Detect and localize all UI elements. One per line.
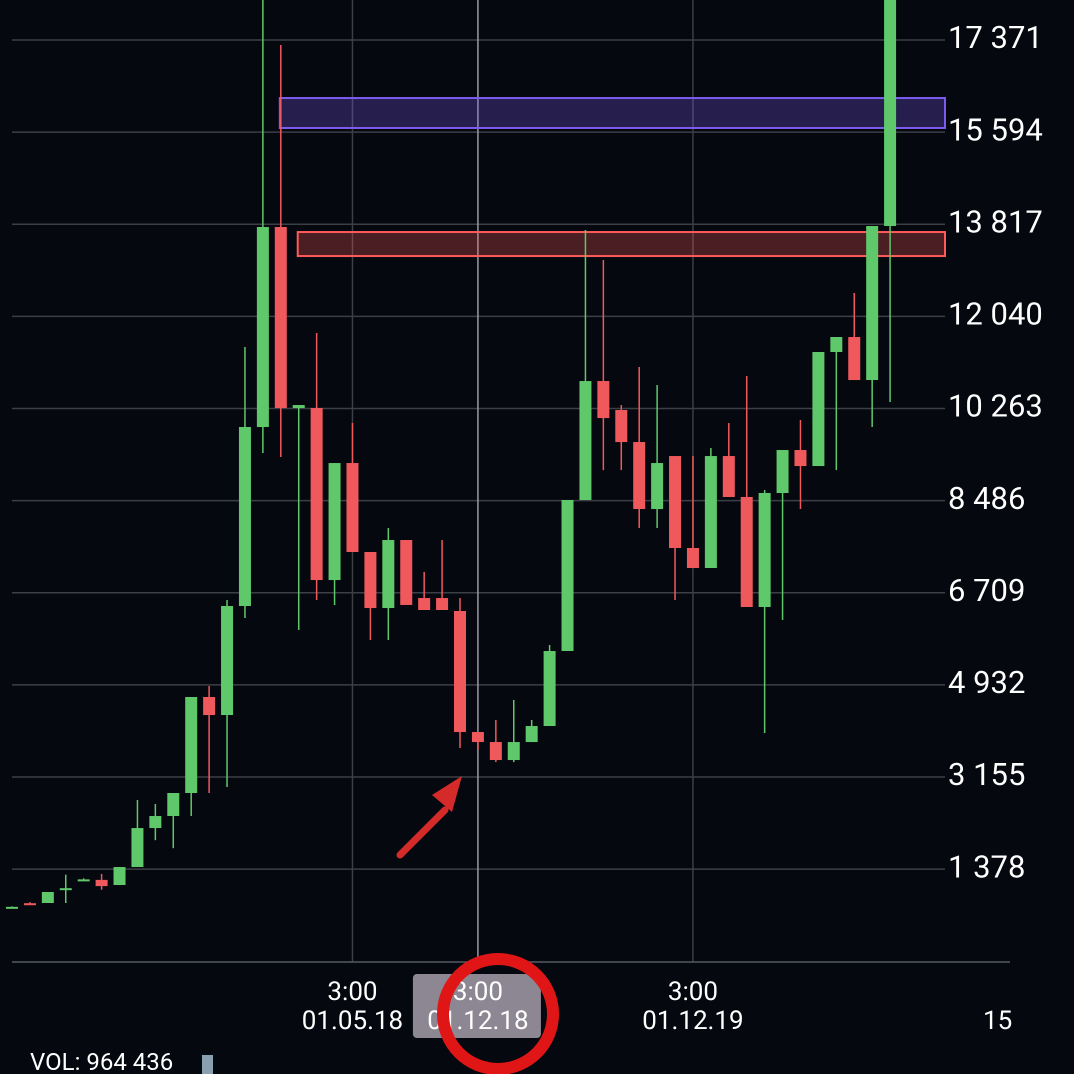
candle-body (221, 606, 234, 716)
candle-body (418, 598, 431, 611)
candle-body (454, 610, 466, 733)
annotation-arrowhead (432, 776, 462, 812)
y-tick-label: 4 932 (948, 664, 1025, 701)
candle-body (704, 456, 717, 569)
candle-body (364, 551, 377, 609)
zones (278, 97, 947, 258)
candle-body (794, 450, 807, 467)
y-tick-label: 1 378 (948, 848, 1025, 885)
candle-body (113, 867, 126, 886)
candle-body (203, 696, 216, 716)
candle-body (597, 381, 610, 419)
candle-body (149, 816, 162, 829)
candle-body (328, 463, 341, 581)
candle-body (651, 463, 664, 510)
candle-body (256, 227, 269, 428)
y-tick-label: 12 040 (948, 296, 1043, 333)
x-tick-label: 01.12.19 (642, 1006, 743, 1036)
y-tick-label: 15 594 (948, 111, 1043, 148)
y-tick-label: 8 486 (948, 480, 1025, 517)
candle-body (776, 450, 789, 494)
candle-body (77, 879, 90, 882)
candle-body (758, 493, 771, 607)
zone (278, 97, 946, 129)
volume-bar (202, 1055, 213, 1074)
candle-body (238, 427, 251, 607)
candle-body (722, 456, 735, 497)
candle-body (525, 726, 538, 743)
candle-body (310, 408, 323, 581)
candle-body (866, 226, 879, 381)
candle-body (884, 0, 897, 227)
x-tick-label: 15 (983, 1006, 1012, 1036)
candle-body (579, 381, 592, 500)
candle-body (6, 906, 18, 909)
y-tick-label: 13 817 (948, 203, 1043, 240)
candle-body (686, 548, 699, 569)
candle-body (669, 456, 682, 549)
candle-body (489, 742, 502, 761)
x-tick-label: 3:00 (453, 977, 503, 1007)
volume-value: 964 436 (86, 1048, 173, 1074)
candle-body (830, 337, 843, 352)
candle-body (615, 410, 628, 443)
candle-body (131, 828, 144, 868)
candle-body (59, 888, 72, 891)
zone (296, 231, 947, 258)
candle-body (95, 879, 108, 887)
x-tick-label: 3:00 (327, 977, 377, 1007)
candle-body (633, 442, 646, 510)
annotation-arrow (396, 806, 449, 859)
candle-body (23, 903, 36, 906)
annotation-circle (437, 953, 559, 1074)
candle-body (400, 540, 413, 605)
volume-label: VOL: 964 436 (30, 1048, 173, 1074)
candles (6, 0, 897, 909)
candle-body (346, 463, 359, 552)
candle-body (167, 793, 180, 817)
y-tick-label: 6 709 (948, 572, 1025, 609)
candle-body (185, 696, 198, 794)
candle-body (471, 732, 484, 743)
x-tick-label: 01.05.18 (302, 1006, 403, 1036)
y-tick-label: 17 371 (948, 19, 1043, 56)
y-tick-label: 10 263 (948, 388, 1043, 425)
candle-body (740, 496, 753, 607)
y-tick-label: 3 155 (948, 756, 1025, 793)
volume-caption: VOL: (30, 1048, 80, 1074)
candle-body (812, 351, 825, 467)
candle-body (436, 598, 449, 611)
candle-body (507, 742, 520, 761)
candle-body (848, 337, 861, 381)
candle-body (543, 651, 556, 727)
candle-body (382, 540, 395, 609)
candle-body (41, 892, 54, 904)
candle-body (561, 499, 574, 652)
x-tick-label: 3:00 (668, 977, 718, 1007)
candle-body (292, 405, 305, 409)
candle-body (274, 227, 287, 409)
